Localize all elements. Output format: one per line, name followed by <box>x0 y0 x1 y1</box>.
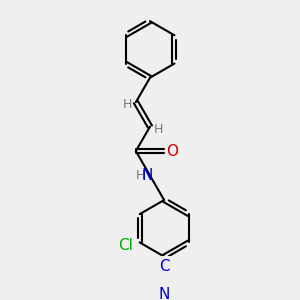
Text: H: H <box>154 123 163 136</box>
Text: O: O <box>167 144 178 159</box>
Text: N: N <box>158 287 170 300</box>
Text: C: C <box>159 259 170 274</box>
Text: H: H <box>123 98 132 112</box>
Text: N: N <box>142 168 153 183</box>
Text: H: H <box>135 169 145 182</box>
Text: Cl: Cl <box>118 238 133 253</box>
